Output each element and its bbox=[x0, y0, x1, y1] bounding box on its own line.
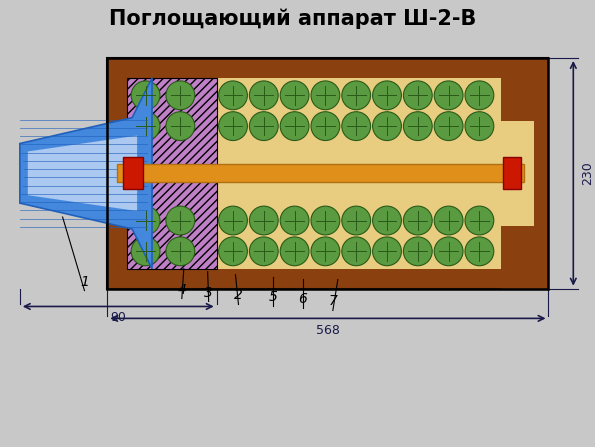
Text: Поглощающий аппарат Ш-2-В: Поглощающий аппарат Ш-2-В bbox=[109, 8, 477, 29]
Circle shape bbox=[218, 237, 248, 266]
Circle shape bbox=[465, 206, 494, 235]
Circle shape bbox=[280, 81, 309, 110]
Circle shape bbox=[372, 112, 402, 140]
Text: 3: 3 bbox=[204, 286, 213, 299]
Circle shape bbox=[403, 81, 432, 110]
Circle shape bbox=[465, 237, 494, 266]
Text: 90: 90 bbox=[110, 312, 126, 325]
Circle shape bbox=[342, 112, 371, 140]
Circle shape bbox=[218, 112, 248, 140]
Circle shape bbox=[249, 206, 278, 235]
Bar bbox=[127, 78, 501, 269]
Circle shape bbox=[311, 112, 340, 140]
Text: 568: 568 bbox=[316, 325, 340, 337]
Circle shape bbox=[372, 237, 402, 266]
Circle shape bbox=[342, 81, 371, 110]
Circle shape bbox=[131, 206, 160, 235]
Circle shape bbox=[311, 81, 340, 110]
Circle shape bbox=[403, 237, 432, 266]
Circle shape bbox=[218, 206, 248, 235]
Bar bbox=[501, 58, 549, 289]
Text: 2: 2 bbox=[234, 288, 243, 303]
Text: 230: 230 bbox=[581, 161, 594, 185]
Polygon shape bbox=[28, 135, 137, 211]
Circle shape bbox=[403, 206, 432, 235]
Bar bbox=[117, 164, 524, 182]
Circle shape bbox=[311, 206, 340, 235]
Bar bbox=[501, 121, 534, 226]
Circle shape bbox=[166, 112, 195, 140]
Circle shape bbox=[434, 206, 463, 235]
Circle shape bbox=[372, 81, 402, 110]
Text: 6: 6 bbox=[299, 292, 308, 307]
Circle shape bbox=[465, 81, 494, 110]
Circle shape bbox=[342, 237, 371, 266]
Circle shape bbox=[280, 112, 309, 140]
Bar bbox=[107, 269, 549, 289]
Circle shape bbox=[311, 237, 340, 266]
Circle shape bbox=[342, 206, 371, 235]
Bar bbox=[123, 157, 143, 189]
Bar bbox=[107, 58, 549, 289]
Circle shape bbox=[465, 112, 494, 140]
Circle shape bbox=[280, 237, 309, 266]
Circle shape bbox=[166, 206, 195, 235]
Bar bbox=[217, 78, 501, 269]
Bar bbox=[107, 58, 549, 78]
Circle shape bbox=[249, 81, 278, 110]
Circle shape bbox=[249, 237, 278, 266]
Bar bbox=[107, 58, 549, 289]
Circle shape bbox=[403, 112, 432, 140]
Bar bbox=[127, 78, 217, 269]
Circle shape bbox=[434, 81, 463, 110]
Bar bbox=[503, 157, 521, 189]
Text: 7: 7 bbox=[328, 295, 337, 308]
Circle shape bbox=[249, 112, 278, 140]
Circle shape bbox=[434, 112, 463, 140]
Polygon shape bbox=[20, 78, 152, 269]
Text: 4: 4 bbox=[177, 283, 186, 296]
Circle shape bbox=[434, 237, 463, 266]
Circle shape bbox=[372, 206, 402, 235]
Circle shape bbox=[131, 237, 160, 266]
Circle shape bbox=[280, 206, 309, 235]
Circle shape bbox=[131, 112, 160, 140]
Circle shape bbox=[166, 81, 195, 110]
Circle shape bbox=[131, 81, 160, 110]
Text: 5: 5 bbox=[269, 291, 278, 304]
Circle shape bbox=[218, 81, 248, 110]
Circle shape bbox=[166, 237, 195, 266]
Text: 1: 1 bbox=[80, 274, 89, 289]
